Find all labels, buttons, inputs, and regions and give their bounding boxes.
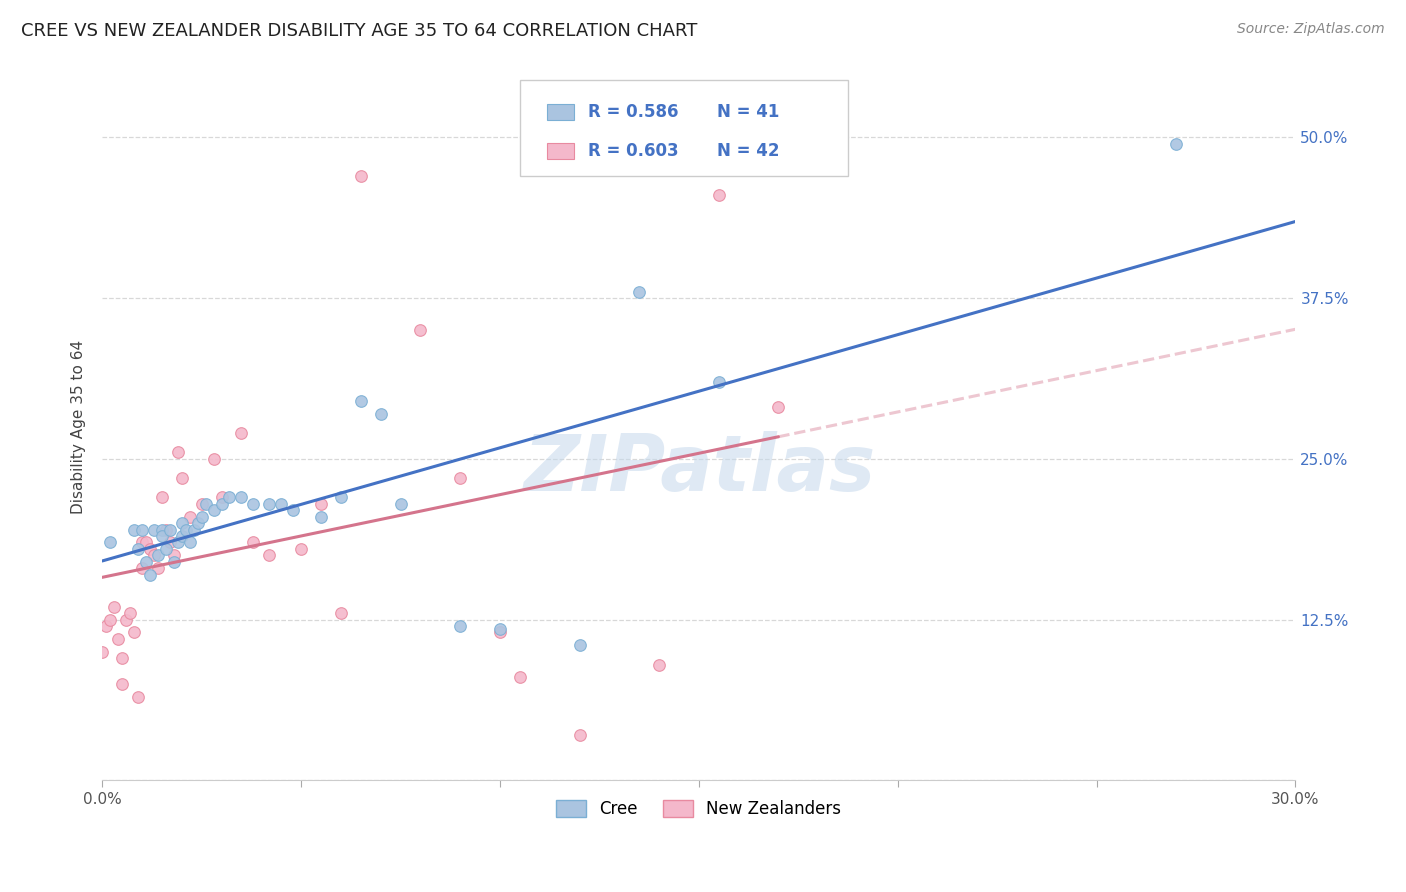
Point [170,471,193,485]
Point [231,426,253,441]
Point [707,375,730,389]
Point [150,529,173,543]
Y-axis label: Disability Age 35 to 64: Disability Age 35 to 64 [72,340,86,514]
Point [139,567,162,582]
FancyBboxPatch shape [547,143,574,159]
Point [231,491,253,505]
FancyBboxPatch shape [547,104,574,120]
Text: N = 41: N = 41 [717,103,779,121]
Point [155,541,177,556]
Point [211,497,233,511]
Point [489,622,512,636]
Point [309,497,332,511]
Text: R = 0.603: R = 0.603 [588,142,679,160]
Point [568,728,591,742]
Point [449,471,471,485]
Point [707,188,730,202]
Point [242,497,264,511]
Point [370,407,392,421]
Point [163,555,186,569]
Point [768,401,790,415]
Point [127,541,149,556]
Point [183,523,205,537]
Point [648,657,671,672]
Text: Source: ZipAtlas.com: Source: ZipAtlas.com [1237,22,1385,37]
Point [170,516,193,530]
Point [509,670,531,684]
Point [350,393,373,408]
Point [259,548,281,562]
Point [174,523,197,537]
Point [389,497,412,511]
Point [146,561,169,575]
Point [409,323,432,337]
Point [179,509,201,524]
Point [568,638,591,652]
Point [202,451,225,466]
Point [111,651,134,665]
Point [98,613,121,627]
Point [150,491,173,505]
Point [135,555,157,569]
Point [628,285,651,299]
Point [211,491,233,505]
Point [170,529,193,543]
Point [91,645,114,659]
Point [166,535,188,549]
Point [1166,136,1188,151]
Point [142,548,165,562]
Point [150,523,173,537]
Point [115,613,138,627]
Point [146,548,169,562]
Point [329,491,352,505]
Point [122,523,145,537]
Point [449,619,471,633]
Text: ZIPatlas: ZIPatlas [523,431,875,507]
Point [194,497,217,511]
Point [259,497,281,511]
Point [159,535,181,549]
Point [131,523,153,537]
Point [163,548,186,562]
Point [122,625,145,640]
Point [98,535,121,549]
Legend: Cree, New Zealanders: Cree, New Zealanders [550,794,848,825]
Point [350,169,373,183]
Point [127,690,149,704]
Point [139,541,162,556]
Point [135,535,157,549]
Point [159,523,181,537]
Text: R = 0.586: R = 0.586 [588,103,678,121]
Text: N = 42: N = 42 [717,142,779,160]
Point [281,503,304,517]
Point [270,497,292,511]
Point [202,503,225,517]
Point [218,491,240,505]
Point [111,677,134,691]
Point [166,445,188,459]
Point [489,625,512,640]
Text: CREE VS NEW ZEALANDER DISABILITY AGE 35 TO 64 CORRELATION CHART: CREE VS NEW ZEALANDER DISABILITY AGE 35 … [21,22,697,40]
Point [131,561,153,575]
Point [187,516,209,530]
Point [131,535,153,549]
Point [329,606,352,620]
Point [155,523,177,537]
Point [242,535,264,549]
Point [103,599,125,614]
Point [118,606,141,620]
Point [190,497,212,511]
Point [179,535,201,549]
Point [190,509,212,524]
Point [290,541,312,556]
Point [309,509,332,524]
Point [96,619,118,633]
Point [107,632,129,646]
FancyBboxPatch shape [520,80,848,176]
Point [142,523,165,537]
